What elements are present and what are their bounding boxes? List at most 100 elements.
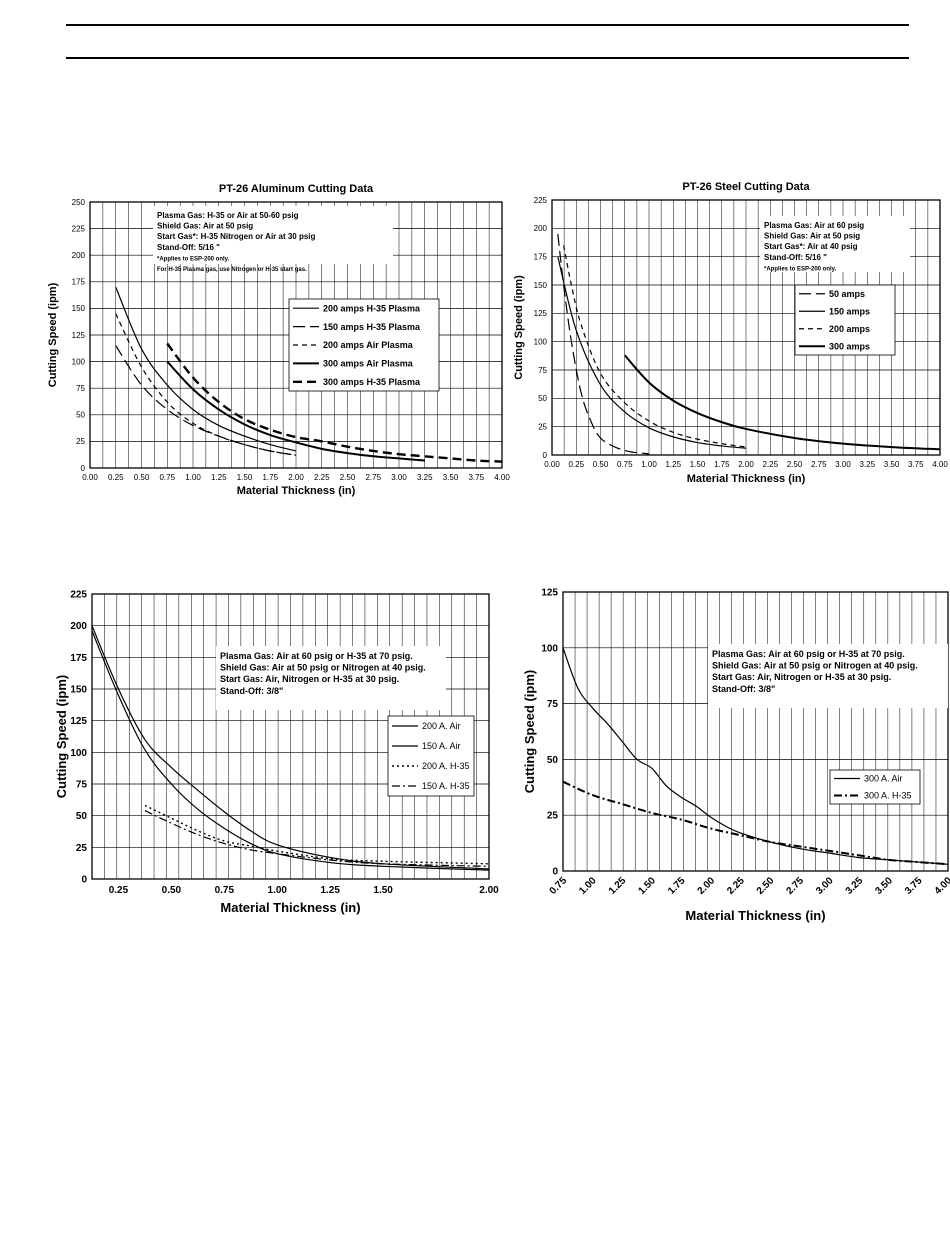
chart-1-y-tick-label: 75 [538, 366, 547, 375]
chart-1-x-tick-label: 3.75 [908, 460, 924, 469]
chart-2-y-tick-label: 125 [70, 716, 87, 727]
chart-1-x-tick-label: 0.50 [593, 460, 609, 469]
chart-2-y-tick-label: 200 [70, 621, 87, 632]
chart-0-x-tick-label: 0.75 [159, 473, 175, 482]
chart-1-x-tick-label: 2.25 [762, 460, 778, 469]
chart-3-x-tick-label: 1.25 [607, 875, 629, 897]
air-h35-cutting-chart-200a: 0 25 50 75 100 125 150 175 200 225 0.25 0.50 0.75 1.0… [54, 590, 499, 916]
chart-3-x-axis-label: Material Thickness (in) [685, 908, 825, 923]
chart-1-legend-box [794, 284, 896, 356]
chart-0-x-tick-label: 0.00 [82, 473, 98, 482]
chart-0-y-tick-label: 75 [76, 384, 85, 393]
chart-3-legend-label: 300 A. H-35 [864, 791, 912, 801]
chart-0-y-tick-label: 150 [72, 304, 86, 313]
chart-3-notes-box [708, 644, 948, 708]
chart-0-series-line-3 [166, 360, 425, 462]
chart-1-x-tick-label: 2.00 [738, 460, 754, 469]
chart-0-x-tick-label: 2.25 [314, 473, 330, 482]
chart-2-legend-label: 200 A. Air [422, 721, 461, 731]
chart-3-x-tick-label: 3.50 [873, 875, 895, 897]
chart-1-y-axis-label: Cutting Speed (ipm) [513, 275, 525, 380]
chart-0-y-tick-label: 100 [72, 357, 86, 366]
chart-3-y-tick-label: 125 [541, 588, 558, 599]
chart-2-note-line: Plasma Gas: Air at 60 psig or H-35 at 70… [220, 651, 413, 661]
chart-2-x-tick-label: 1.50 [373, 885, 393, 896]
chart-3-x-tick-label: 2.00 [696, 875, 718, 897]
header-rule-top [66, 24, 909, 26]
header-rule-bottom [66, 57, 909, 59]
chart-3-note-line: Stand-Off: 3/8" [712, 684, 775, 694]
chart-1-x-tick-label: 1.00 [641, 460, 657, 469]
chart-0-y-tick-label: 25 [76, 437, 85, 446]
chart-1-x-tick-label: 0.75 [617, 460, 633, 469]
chart-2-y-tick-label: 25 [76, 843, 88, 854]
chart-0-legend-label: 200 amps H-35 Plasma [323, 303, 421, 313]
chart-0-series-line-4 [166, 342, 503, 463]
chart-0-x-tick-label: 3.25 [417, 473, 433, 482]
chart-1-legend-label: 50 amps [829, 289, 865, 299]
chart-3-y-tick-label: 50 [547, 755, 559, 766]
chart-1-y-tick-label: 150 [534, 281, 548, 290]
chart-0-note-line: Plasma Gas: H-35 or Air at 50-60 psig [157, 211, 299, 220]
chart-1-note-line: Shield Gas: Air at 50 psig [764, 232, 860, 241]
chart-0-x-tick-label: 4.00 [494, 473, 510, 482]
chart-1-notes-box [760, 216, 910, 272]
chart-1-series-line-0 [557, 233, 650, 455]
chart-0-x-tick-label: 1.25 [211, 473, 227, 482]
chart-2-legend-label: 150 A. Air [422, 741, 461, 751]
chart-3-legend-box [829, 769, 921, 805]
chart-0-legend-label: 300 amps Air Plasma [323, 359, 414, 369]
chart-3-x-tick-label: 4.00 [933, 875, 950, 897]
chart-0-x-axis-label: Material Thickness (in) [237, 485, 356, 497]
chart-1-x-tick-label: 1.75 [714, 460, 730, 469]
air-h35-cutting-chart-300a: 0 25 50 75 100 125 0.75 1.00 1.25 1.50 1.75 2.00 2.2… [522, 588, 950, 924]
chart-1-y-tick-label: 50 [538, 394, 547, 403]
chart-0-x-tick-label: 3.50 [443, 473, 459, 482]
chart-1-y-tick-label: 225 [534, 196, 548, 205]
chart-1-plot-frame [551, 199, 941, 456]
chart-2-legend-box [387, 715, 475, 797]
chart-3-x-tick-label: 3.25 [844, 875, 866, 897]
chart-2-note-line: Shield Gas: Air at 50 psig or Nitrogen a… [220, 663, 426, 673]
chart-0-x-tick-label: 0.25 [108, 473, 124, 482]
chart-0-title: PT-26 Aluminum Cutting Data [219, 183, 374, 195]
chart-3-x-tick-label: 1.50 [636, 875, 658, 897]
chart-3-series-line-0 [562, 647, 949, 865]
chart-3-x-tick-label: 3.75 [903, 875, 925, 897]
chart-1-title: PT-26 Steel Cutting Data [682, 181, 810, 193]
chart-1-y-tick-label: 175 [534, 252, 548, 261]
chart-2-y-tick-label: 50 [76, 811, 88, 822]
chart-3-note-line: Start Gas: Air, Nitrogen or H-35 at 30 p… [712, 672, 891, 682]
chart-3-y-tick-label: 0 [552, 867, 558, 878]
chart-0-y-tick-label: 250 [72, 198, 86, 207]
chart-3-y-tick-label: 75 [547, 699, 559, 710]
chart-1-legend-label: 300 amps [829, 341, 870, 351]
chart-3-grid [563, 591, 948, 872]
chart-2-x-tick-label: 2.00 [479, 885, 499, 896]
chart-1-series-line-3 [624, 354, 941, 451]
chart-0-legend-label: 200 amps Air Plasma [323, 340, 414, 350]
chart-2-legend-label: 150 A. H-35 [422, 781, 470, 791]
chart-1-x-tick-label: 4.00 [932, 460, 948, 469]
chart-3-x-tick-label: 1.00 [577, 875, 599, 897]
chart-0-note-line: Start Gas*: H-35 Nitrogen or Air at 30 p… [157, 232, 316, 241]
chart-1-x-tick-label: 2.75 [811, 460, 827, 469]
aluminum-cutting-chart: PT-26 Aluminum Cutting Data 0 25 50 75 100 125… [47, 183, 510, 497]
chart-1-x-tick-label: 3.50 [884, 460, 900, 469]
chart-0-x-tick-label: 1.75 [262, 473, 278, 482]
chart-3-y-tick-label: 25 [547, 811, 559, 822]
chart-0-note-line: Stand-Off: 5/16 " [157, 243, 220, 252]
chart-1-series-line-2 [563, 245, 747, 448]
chart-3-y-axis-label: Cutting Speed (ipm) [522, 670, 537, 794]
chart-2-series-line-3 [144, 810, 490, 867]
chart-1-x-tick-label: 0.25 [568, 460, 584, 469]
chart-3-note-line: Shield Gas: Air at 50 psig or Nitrogen a… [712, 661, 918, 671]
chart-2-y-tick-label: 175 [70, 653, 87, 664]
chart-0-x-tick-label: 0.50 [134, 473, 150, 482]
chart-3-x-tick-label: 2.75 [784, 875, 806, 897]
chart-2-y-tick-label: 75 [76, 780, 88, 791]
chart-0-plot-frame [89, 201, 503, 469]
chart-0-y-tick-label: 200 [72, 251, 86, 260]
chart-1-x-tick-label: 3.25 [859, 460, 875, 469]
chart-1-note-line: Stand-Off: 5/16 " [764, 253, 827, 262]
